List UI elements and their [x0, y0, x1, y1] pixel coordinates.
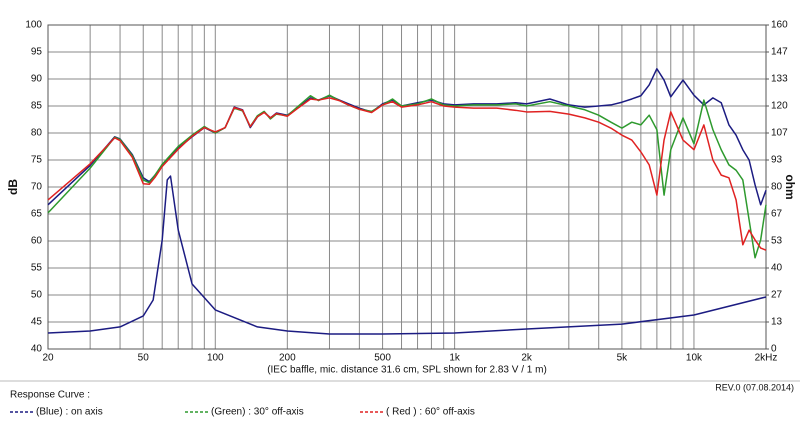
y-tick-label: 75 [31, 155, 43, 166]
y2-tick-label: 93 [771, 155, 783, 166]
series-line [47, 97, 767, 251]
y-tick-label: 45 [31, 317, 43, 328]
y2-tick-label: 133 [771, 74, 788, 85]
y2-tick-label: 27 [771, 290, 783, 301]
y-tick-label: 65 [31, 209, 43, 220]
series-line [47, 175, 767, 335]
y2-tick-label: 0 [771, 344, 777, 355]
legend-label: (Blue) : on axis [36, 407, 103, 418]
y2-tick-label: 53 [771, 236, 783, 247]
x-tick-label: 20 [42, 353, 54, 364]
x-tick-label: 200 [279, 353, 296, 364]
x-tick-label: 50 [138, 353, 150, 364]
y2-tick-label: 147 [771, 47, 788, 58]
legend-title: Response Curve : [10, 390, 90, 401]
y-tick-label: 60 [31, 236, 43, 247]
x-tick-label: 10k [686, 353, 703, 364]
x-tick-label: 500 [374, 353, 391, 364]
plot-frame [47, 24, 767, 350]
y-tick-label: 50 [31, 290, 43, 301]
y-tick-label: 55 [31, 263, 43, 274]
y2-tick-label: 13 [771, 317, 783, 328]
x-tick-label: 5k [617, 353, 629, 364]
revision: REV.0 (07.08.2014) [715, 382, 794, 392]
caption: (IEC baffle, mic. distance 31.6 cm, SPL … [267, 365, 547, 376]
y-tick-label: 85 [31, 101, 43, 112]
y-axis-label: dB [6, 179, 20, 195]
series-line [47, 94, 767, 259]
x-tick-label: 1k [449, 353, 461, 364]
legend-label: (Green) : 30° off-axis [211, 407, 304, 418]
y-tick-label: 90 [31, 74, 43, 85]
y-tick-label: 70 [31, 182, 43, 193]
y2-tick-label: 120 [771, 101, 788, 112]
y2-tick-label: 107 [771, 128, 788, 139]
y2-tick-label: 160 [771, 20, 788, 31]
y2-tick-label: 67 [771, 209, 783, 220]
legend-label: ( Red ) : 60° off-axis [386, 407, 475, 418]
y2-tick-label: 40 [771, 263, 783, 274]
y2-tick-label: 80 [771, 182, 783, 193]
x-tick-label: 2k [521, 353, 533, 364]
y2-axis-label: ohm [783, 174, 797, 199]
y-tick-label: 80 [31, 128, 43, 139]
x-tick-label: 100 [207, 353, 224, 364]
y-tick-label: 95 [31, 47, 43, 58]
x-tick-label: 2kHz [755, 353, 778, 364]
y-tick-label: 100 [25, 20, 42, 31]
y-tick-label: 40 [31, 344, 43, 355]
